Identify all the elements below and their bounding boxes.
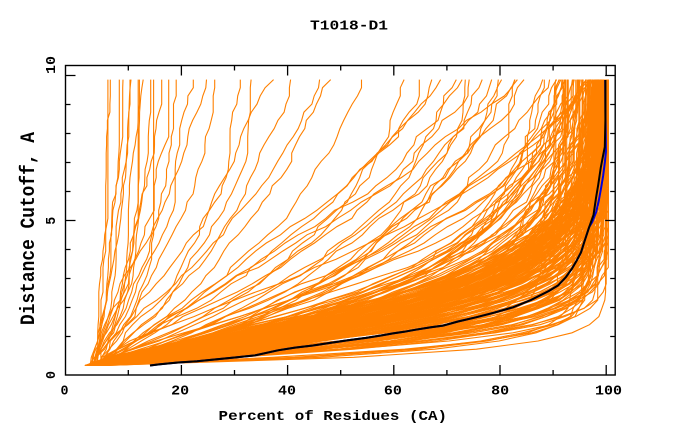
svg-text:0: 0 xyxy=(45,371,60,379)
svg-text:T1018-D1: T1018-D1 xyxy=(310,20,388,35)
svg-text:10: 10 xyxy=(45,56,60,74)
svg-text:20: 20 xyxy=(171,384,189,399)
svg-text:Distance Cutoff, A: Distance Cutoff, A xyxy=(17,132,41,325)
svg-text:60: 60 xyxy=(384,384,402,399)
svg-text:0: 0 xyxy=(61,384,69,399)
svg-text:Percent of Residues (CA): Percent of Residues (CA) xyxy=(219,410,448,425)
svg-text:80: 80 xyxy=(491,384,509,399)
svg-text:100: 100 xyxy=(595,384,622,399)
svg-text:40: 40 xyxy=(278,384,296,399)
svg-text:5: 5 xyxy=(45,217,60,225)
